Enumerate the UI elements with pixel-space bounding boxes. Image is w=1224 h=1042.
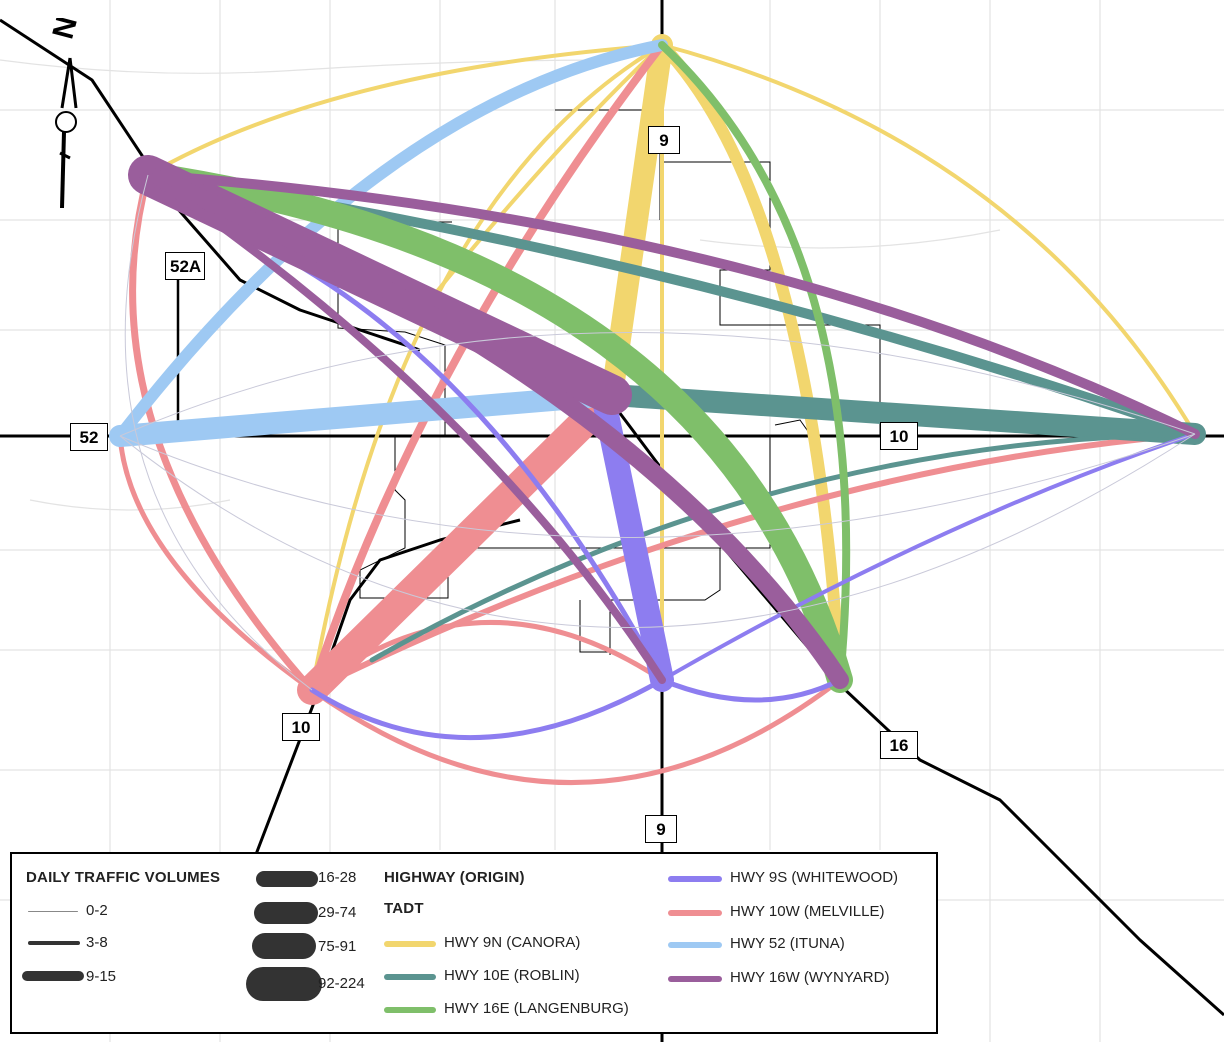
volume-label-29-74: 29-74 [318, 904, 357, 921]
volume-label-92-224: 92-224 [318, 975, 365, 992]
volume-label-75-91: 75-91 [318, 938, 357, 955]
flow-9n-52 [146, 43, 664, 177]
origin-label-16w: HWY 16W (WYNYARD) [730, 969, 890, 986]
volume-line-3-8 [28, 941, 80, 945]
highway-52a-shield: 52A [165, 252, 205, 280]
origin-swatch-10e [384, 974, 436, 980]
flow-52-9n [114, 39, 668, 442]
highway-10-southwest-shield: 10 [282, 713, 320, 741]
highway-10-east-shield: 10 [880, 422, 918, 450]
origin-label-52: HWY 52 (ITUNA) [730, 935, 845, 952]
flow-10e-center [601, 384, 1206, 445]
volume-pill-29-74 [254, 902, 318, 924]
legend-tadt-label: TADT [384, 900, 424, 917]
origin-label-16e: HWY 16E (LANGENBURG) [444, 1000, 629, 1017]
flow-10w-16 [309, 677, 843, 786]
flow-16w-16 [139, 166, 849, 689]
flow-9s-10e [660, 432, 1197, 682]
flow-16e-16w [135, 162, 853, 693]
origin-label-10e: HWY 10E (ROBLIN) [444, 967, 580, 984]
origin-swatch-9s [668, 876, 722, 882]
highway-9-north-shield: 9 [648, 126, 680, 154]
volume-label-9-15: 9-15 [86, 968, 117, 985]
volume-pill-92-224 [246, 967, 322, 1001]
volume-label-16-28: 16-28 [318, 869, 357, 886]
origin-label-9s: HWY 9S (WHITEWOOD) [730, 869, 899, 886]
flow-16w-9s [144, 171, 666, 684]
volume-line-9-15 [22, 971, 84, 981]
highway-52-shield: 52 [70, 423, 108, 451]
volume-label-3-8: 3-8 [86, 934, 108, 951]
flow-arcs [109, 34, 1206, 786]
origin-swatch-16e [384, 1007, 436, 1013]
flow-10e-10w [369, 431, 1198, 663]
north-arrow-icon: N [47, 18, 84, 209]
origin-label-9n: HWY 9N (CANORA) [444, 934, 581, 951]
flow-9n-10e [660, 43, 1197, 436]
origin-swatch-16w [668, 976, 722, 982]
legend-volumes-title: DAILY TRAFFIC VOLUMES [26, 869, 221, 886]
volume-pill-16-28 [256, 871, 318, 887]
flow-9s-16 [659, 677, 843, 703]
flow-10w-center [297, 380, 627, 705]
volume-label-0-2: 0-2 [86, 902, 108, 919]
origin-label-10w: HWY 10W (MELVILLE) [730, 903, 885, 920]
origin-swatch-52 [668, 942, 722, 948]
origin-swatch-10w [668, 910, 722, 916]
flow-16e-9n [658, 41, 851, 684]
volume-pill-75-91 [252, 933, 316, 959]
map-legend: DAILY TRAFFIC VOLUMES 0-2 3-8 9-15 16-28… [10, 852, 938, 1034]
flow-52-center [109, 384, 623, 447]
flow-9s-10w [309, 677, 665, 740]
thin-flow-arcs [119, 174, 1196, 691]
origin-swatch-9n [384, 941, 436, 947]
flow-10w-9s [309, 619, 665, 693]
flow-16w-10e [143, 170, 1200, 439]
legend-highway-title: HIGHWAY (ORIGIN) [384, 869, 525, 886]
north-letter: N [47, 18, 84, 42]
highway-9-south-shield: 9 [645, 815, 677, 843]
flow-10w-9n [308, 41, 666, 694]
flow-9n-center [601, 34, 673, 406]
volume-line-0-2 [28, 911, 78, 912]
flow-10w-52 [117, 433, 315, 693]
highway-10-southwest [248, 518, 521, 871]
highway-16-shield: 16 [880, 731, 918, 759]
